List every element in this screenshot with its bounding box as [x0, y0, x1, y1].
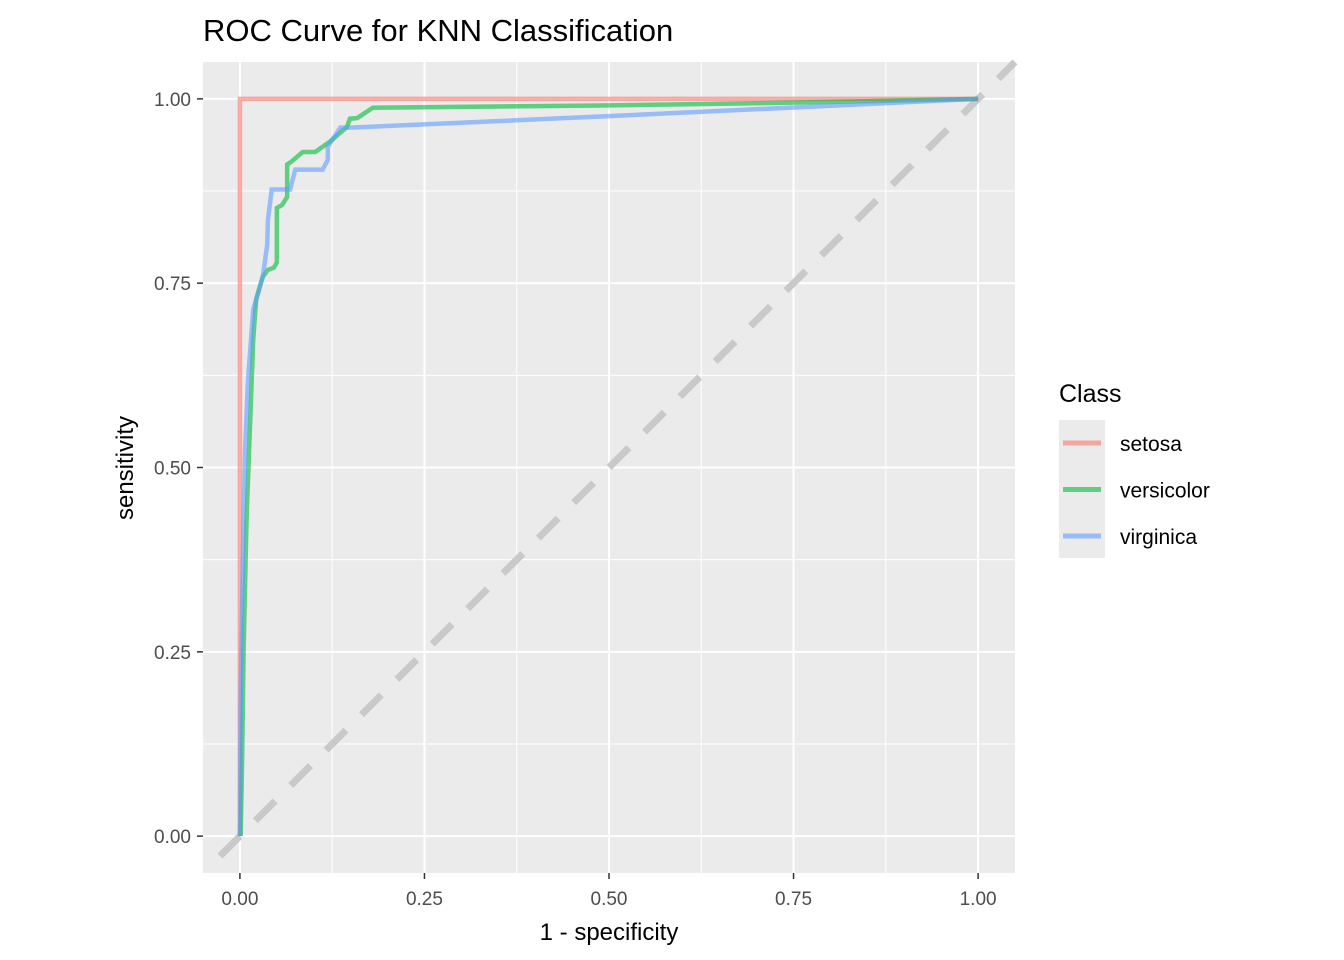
y-axis-label: sensitivity [112, 416, 139, 520]
x-tick-label: 0.00 [221, 889, 258, 910]
y-tick-label: 0.75 [154, 274, 191, 295]
roc-curve-versicolor [238, 96, 979, 837]
y-tick-label: 0.25 [154, 643, 191, 664]
x-tick-label: 0.50 [591, 889, 628, 910]
legend-title: Class [1059, 380, 1122, 408]
x-axis-label: 1 - specificity [540, 919, 679, 946]
legend-label-versicolor: versicolor [1120, 480, 1210, 503]
legend-label-virginica: virginica [1120, 526, 1197, 549]
y-tick-label: 1.00 [154, 90, 191, 111]
diagonal-reference-line [217, 59, 1018, 859]
y-tick-label: 0.50 [154, 459, 191, 480]
roc-curve-virginica [237, 96, 979, 837]
x-tick-label: 1.00 [960, 889, 997, 910]
chart-title: ROC Curve for KNN Classification [203, 13, 673, 48]
x-tick-label: 0.75 [775, 889, 812, 910]
x-tick-label: 0.25 [406, 889, 443, 910]
y-tick-label: 0.00 [154, 827, 191, 848]
roc-curve-setosa [237, 96, 979, 837]
legend-label-setosa: setosa [1120, 433, 1182, 456]
